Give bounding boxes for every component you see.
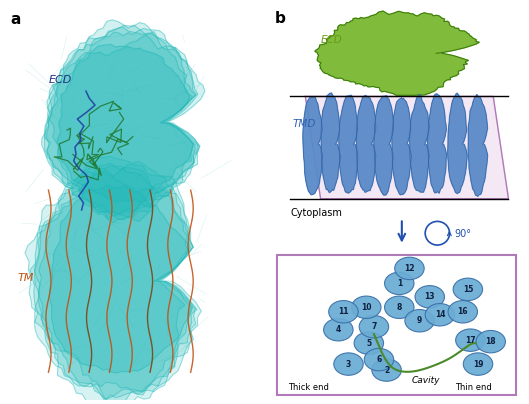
Text: Cavity: Cavity: [412, 376, 441, 385]
Polygon shape: [448, 93, 467, 194]
Text: 12: 12: [404, 264, 415, 273]
Polygon shape: [49, 27, 196, 215]
Ellipse shape: [405, 309, 434, 332]
Ellipse shape: [385, 272, 414, 295]
Text: 11: 11: [338, 307, 349, 316]
Ellipse shape: [425, 303, 454, 326]
Polygon shape: [315, 11, 479, 95]
Polygon shape: [34, 170, 196, 404]
Text: 8: 8: [397, 303, 402, 312]
Ellipse shape: [476, 330, 505, 353]
Ellipse shape: [415, 286, 444, 308]
Ellipse shape: [395, 257, 424, 280]
Polygon shape: [49, 185, 193, 373]
Ellipse shape: [455, 329, 485, 351]
Polygon shape: [34, 163, 197, 404]
Ellipse shape: [372, 359, 402, 381]
Text: ECD: ECD: [49, 75, 72, 85]
Text: 7: 7: [371, 322, 377, 331]
Polygon shape: [427, 94, 446, 193]
Ellipse shape: [453, 278, 482, 301]
Polygon shape: [25, 167, 193, 391]
Ellipse shape: [359, 316, 389, 338]
Text: Cytoplasm: Cytoplasm: [290, 208, 342, 218]
Text: Thin end: Thin end: [455, 383, 492, 393]
Text: 10: 10: [361, 303, 371, 312]
Polygon shape: [44, 32, 196, 217]
Text: 5: 5: [366, 339, 371, 348]
Ellipse shape: [352, 296, 381, 318]
Text: Thick end: Thick end: [288, 383, 329, 393]
Text: TM: TM: [18, 273, 34, 283]
Polygon shape: [321, 93, 340, 193]
Ellipse shape: [364, 348, 394, 371]
Polygon shape: [303, 97, 323, 195]
Text: 17: 17: [465, 336, 476, 345]
Polygon shape: [38, 164, 191, 398]
Ellipse shape: [448, 301, 478, 323]
Text: 9: 9: [417, 316, 422, 325]
Text: 1: 1: [397, 279, 402, 288]
Text: 6: 6: [376, 355, 381, 364]
Text: 3: 3: [346, 360, 351, 368]
Text: 4: 4: [336, 325, 341, 334]
Text: 16: 16: [458, 307, 468, 316]
Text: 90°: 90°: [454, 229, 471, 239]
Ellipse shape: [385, 296, 414, 318]
Ellipse shape: [329, 301, 358, 323]
Text: a: a: [11, 12, 21, 27]
Text: TMD: TMD: [293, 119, 316, 129]
Text: 15: 15: [463, 285, 473, 294]
Text: ECD: ECD: [321, 36, 342, 46]
Polygon shape: [339, 95, 358, 193]
Polygon shape: [374, 96, 394, 195]
Polygon shape: [57, 44, 194, 203]
Polygon shape: [44, 28, 205, 215]
Polygon shape: [42, 20, 199, 221]
Polygon shape: [30, 156, 202, 404]
Polygon shape: [468, 95, 488, 196]
Polygon shape: [410, 95, 430, 192]
Polygon shape: [392, 98, 412, 195]
Text: 13: 13: [424, 292, 435, 301]
Ellipse shape: [334, 353, 363, 375]
Text: 14: 14: [435, 310, 445, 319]
Ellipse shape: [463, 353, 492, 375]
Ellipse shape: [324, 318, 353, 341]
Polygon shape: [357, 95, 376, 192]
Text: 2: 2: [384, 366, 389, 375]
Polygon shape: [305, 97, 508, 199]
Polygon shape: [46, 23, 200, 223]
Text: b: b: [275, 11, 286, 26]
Text: 18: 18: [486, 337, 496, 346]
FancyBboxPatch shape: [277, 255, 516, 396]
Text: 19: 19: [473, 360, 484, 368]
Ellipse shape: [354, 332, 384, 354]
